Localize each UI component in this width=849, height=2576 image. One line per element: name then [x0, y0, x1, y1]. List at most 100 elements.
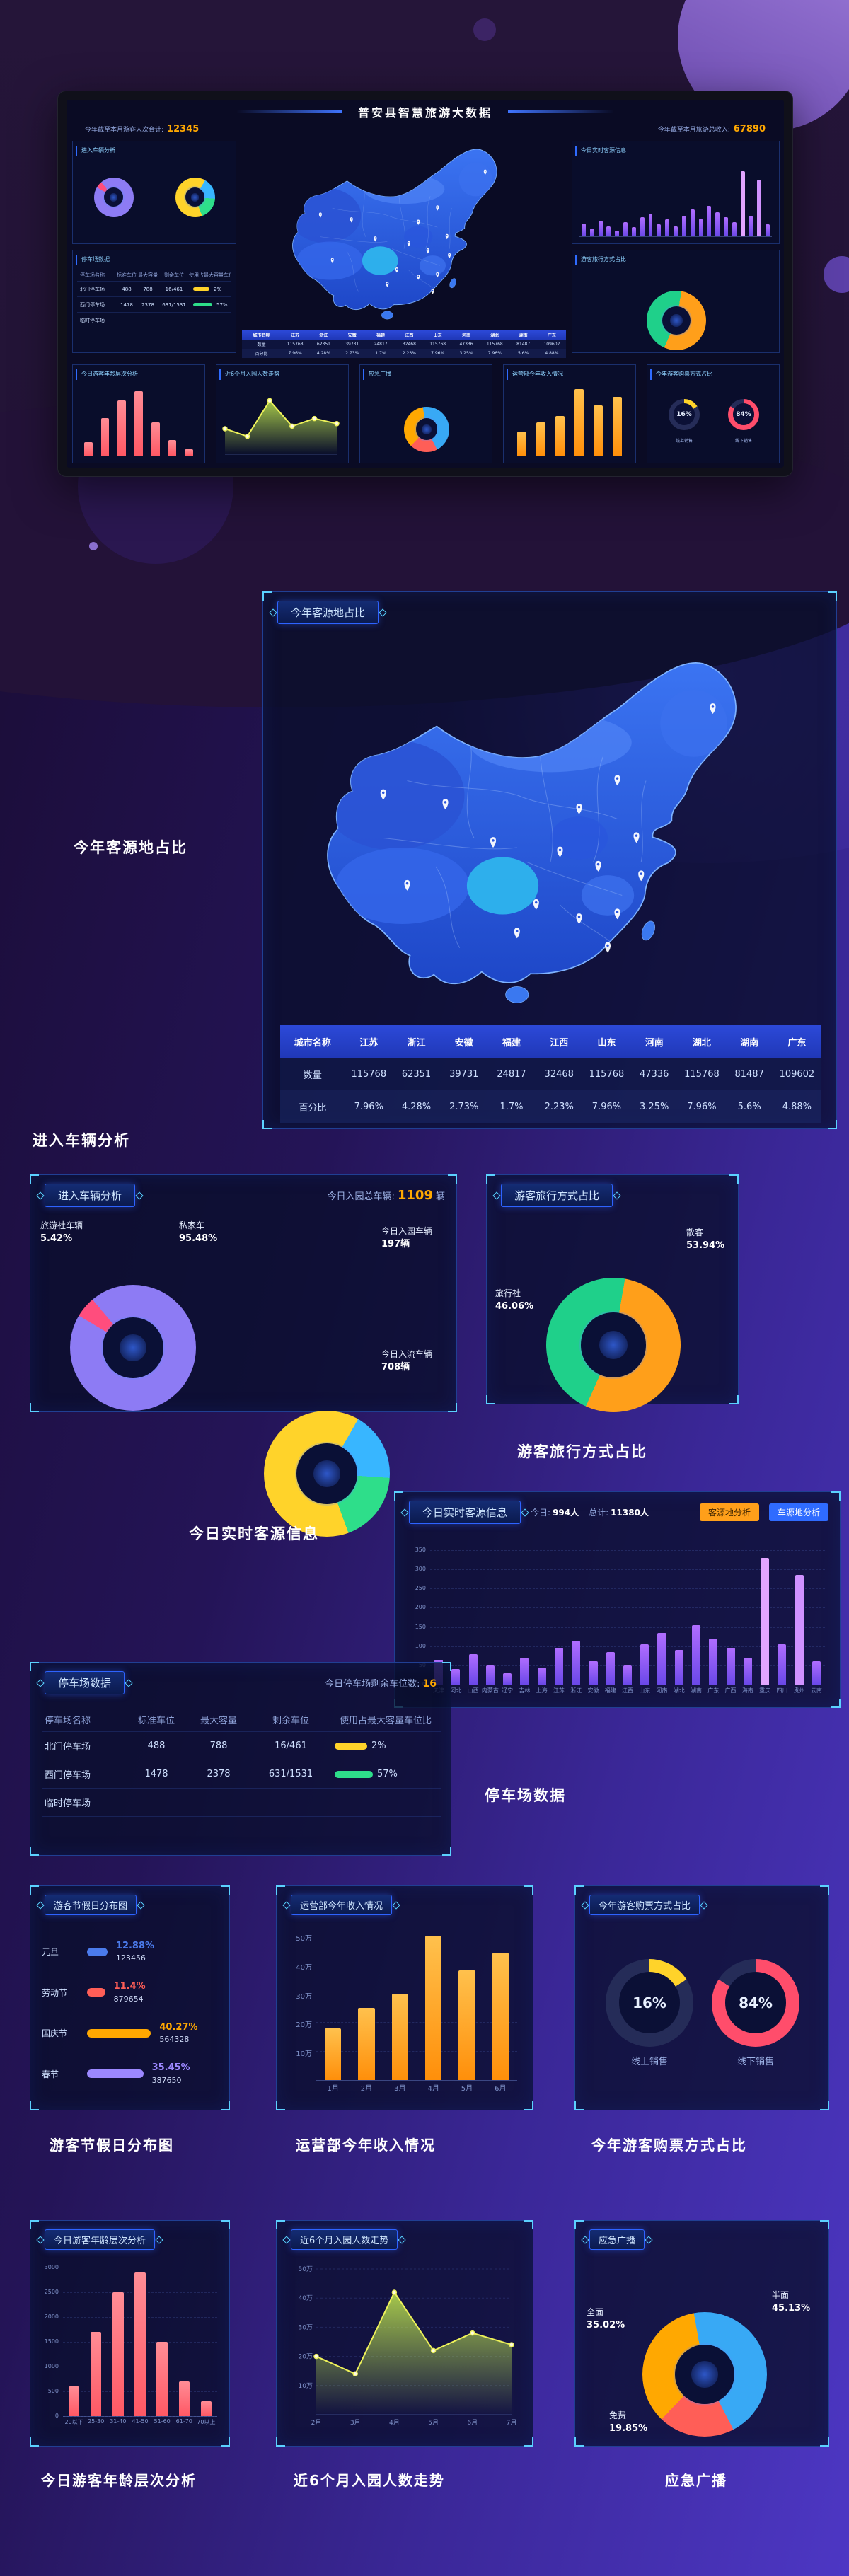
bar [168, 440, 177, 456]
x-axis-label: 浙江 [570, 1687, 582, 1694]
bar [537, 1667, 546, 1685]
y-axis-tick: 250 [415, 1585, 426, 1592]
map-table-cell: 2.23% [402, 351, 416, 356]
y-axis-tick: 30万 [296, 1992, 312, 2001]
source-region-table: 城市名称 江苏 浙江 安徽 福建 江西 山东 河南 湖北 湖南 广东 数量 115768 62351 397… [280, 1025, 821, 1123]
mini-travel-panel: 游客旅行方式占比 [572, 250, 780, 353]
holiday-count: 879654 [113, 1994, 144, 2004]
vehicle-total-value: 1109 [397, 1188, 433, 1203]
gauge-label: 线下销售 [734, 438, 752, 444]
panel-corner [828, 591, 837, 601]
parking-cell: 2378 [207, 1769, 231, 1779]
bar [812, 1661, 821, 1685]
axis-line [63, 2416, 217, 2417]
realtime-today-value: 994人 [553, 1508, 579, 1518]
x-axis-label: 福建 [604, 1687, 616, 1694]
map-pin [417, 219, 420, 225]
gridline [316, 2022, 517, 2023]
map-table-cell: 4.28% [316, 351, 330, 356]
parking-cell: 1478 [144, 1769, 168, 1779]
map-pin [445, 233, 449, 240]
parking-table-row: 临时停车场 [77, 313, 231, 328]
bar [593, 405, 603, 456]
mini-broadcast-panel: 应急广播 [359, 364, 492, 463]
map-table-cell: 32468 [402, 342, 416, 347]
parking-header-cell: 标准车位 [137, 1716, 175, 1726]
panel-corner [262, 1120, 272, 1129]
y-axis-tick: 50万 [296, 1935, 312, 1943]
china-map-svg [292, 149, 497, 320]
x-axis-label: 70以上 [197, 2419, 216, 2425]
income-total-value: 67890 [733, 124, 766, 134]
bar [724, 217, 728, 236]
source-analysis-button[interactable]: 客源地分析 [699, 1503, 759, 1521]
panel-corner [574, 2220, 584, 2229]
holiday-percent: 40.27% [159, 2021, 198, 2033]
callout-value: 95.48% [179, 1233, 218, 1244]
map-table-cell: 7.96% [487, 351, 502, 356]
holiday-hbar-chart: 元旦 12.88% 123456 劳动节 11.4% 879654 国庆节 40.27% 564… [42, 1931, 219, 2094]
gauge-ring: 84% [712, 1958, 799, 2047]
map-table-cell: 115768 [589, 1068, 625, 1080]
map-table-cell: 81487 [734, 1068, 764, 1080]
gauge-ring: 16% [669, 398, 700, 430]
panel-corner [820, 2220, 829, 2229]
panel-corner [486, 1174, 495, 1184]
panel-corner [574, 1885, 584, 1895]
panel-corner [524, 2220, 533, 2229]
parking-lot-name: 临时停车场 [45, 1798, 91, 1809]
panel-header: 游客节假日分布图 [30, 1886, 229, 1915]
panel-corner [828, 1120, 837, 1129]
donut-hole [103, 1317, 163, 1378]
bar [615, 230, 620, 236]
parking-lot-name: 北门停车场 [80, 286, 105, 292]
parking-lot-name: 西门停车场 [80, 301, 105, 308]
panel-corner [276, 2101, 285, 2110]
section-label-holiday: 游客节假日分布图 [50, 2137, 174, 2154]
bar [555, 415, 565, 456]
broadcast-panel: 应急广播 半面 45.13% 全面 35.02% 免费 19.85% [574, 2220, 829, 2447]
holiday-count: 387650 [151, 2075, 182, 2085]
panel-corner [30, 2101, 39, 2110]
panel-corner [820, 2437, 829, 2447]
x-axis-label: 5月 [461, 2085, 473, 2093]
holiday-distribution-panel: 游客节假日分布图 元旦 12.88% 123456 劳动节 11.4% 879654 国庆节… [30, 1885, 230, 2110]
panel-corner [262, 591, 272, 601]
panel-header: 游客旅行方式占比 [487, 1175, 738, 1207]
panel-corner [30, 2437, 39, 2447]
map-pin [604, 942, 611, 953]
panel-corner [574, 2101, 584, 2110]
vehicle-analysis-button[interactable]: 车源地分析 [768, 1503, 828, 1521]
map-table-cell: 4.88% [782, 1101, 812, 1112]
mini-panel-title: 今日实时客源信息 [575, 146, 630, 156]
bar [665, 219, 670, 236]
travel-mode-panel: 游客旅行方式占比 散客 53.94% 旅行社 46.06% [486, 1174, 739, 1412]
map-pin [436, 272, 439, 278]
vehicle-analysis-panel: 进入车辆分析 今日入园总车辆: 1109 辆 旅游社车辆 5.42% 私家车 95.… [30, 1174, 457, 1537]
bar [690, 209, 695, 236]
map-table-cell: 山东 [597, 1037, 616, 1049]
bar [778, 1644, 787, 1685]
realtime-total-stat: 总计: 11380人 [589, 1506, 649, 1518]
vehicle-total-label: 今日入园总车辆: [327, 1191, 395, 1202]
bar [574, 389, 584, 456]
x-axis-label: 25-30 [88, 2418, 105, 2425]
map-pin [614, 775, 620, 786]
bar [698, 218, 703, 236]
x-axis-label: 山东 [639, 1687, 651, 1694]
map-pin [490, 837, 497, 848]
decor-dot-top [473, 18, 496, 41]
x-axis-label: 广西 [724, 1687, 737, 1694]
gauge-percent: 84% [736, 410, 751, 418]
age-analysis-panel: 今日游客年龄层次分析 3000 2500 2000 1500 1000 500 0 20以下 2… [30, 2220, 230, 2447]
parking-cell: 488 [122, 286, 132, 292]
parking-table-row: 西门停车场 1478 2378 631/1531 57% [42, 1760, 441, 1789]
panel-title: 今日实时客源信息 [409, 1501, 521, 1524]
bar [200, 2401, 212, 2416]
map-table-row-label: 城市名称 [294, 1037, 331, 1049]
panel-header: 停车场数据 今日停车场剩余车位数: 16 [30, 1663, 451, 1694]
source-map-panel: 今年客源地占比 城市名称 江苏 浙江 安徽 福建 江西 山东 河南 湖北 湖南 广东 数量 115768… [262, 591, 837, 1129]
parking-table: 停车场名称 标准车位 最大容量 剩余车位 使用占最大容量车位比 北门停车场 488 788 16… [42, 1708, 441, 1847]
x-axis-label: 江西 [621, 1687, 633, 1694]
